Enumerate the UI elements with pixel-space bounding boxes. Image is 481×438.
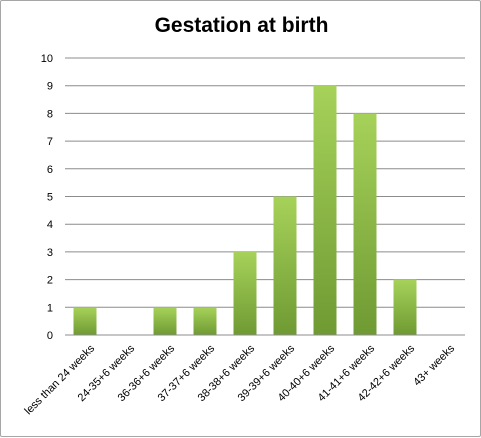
bar: [273, 196, 297, 335]
bar: [193, 307, 217, 335]
bar: [313, 85, 337, 335]
chart-title: Gestation at birth: [154, 14, 329, 37]
x-tick-label: less than 24 weeks: [22, 342, 97, 417]
y-tick-label: 3: [47, 247, 53, 259]
y-axis-tick-labels: 0 1 2 3 4 5 6 7 8 9 10: [41, 53, 53, 342]
y-tick-label: 8: [47, 108, 53, 120]
y-tick-label: 7: [47, 136, 53, 148]
y-tick-label: 6: [47, 164, 53, 176]
y-tick-label: 9: [47, 81, 53, 93]
bar: [353, 113, 377, 336]
bar: [393, 279, 417, 335]
x-tick-label: 43+ weeks: [411, 342, 457, 388]
y-tick-label: 2: [47, 275, 53, 287]
y-tick-label: 5: [47, 192, 53, 204]
bar: [233, 251, 257, 335]
bar: [153, 307, 177, 335]
y-tick-label: 1: [47, 302, 53, 314]
y-tick-label: 10: [41, 53, 53, 65]
bars: [73, 85, 417, 336]
bar: [73, 307, 97, 335]
y-tick-label: 4: [47, 219, 53, 231]
y-gridlines: [65, 57, 465, 308]
y-tick-label: 0: [47, 330, 53, 342]
